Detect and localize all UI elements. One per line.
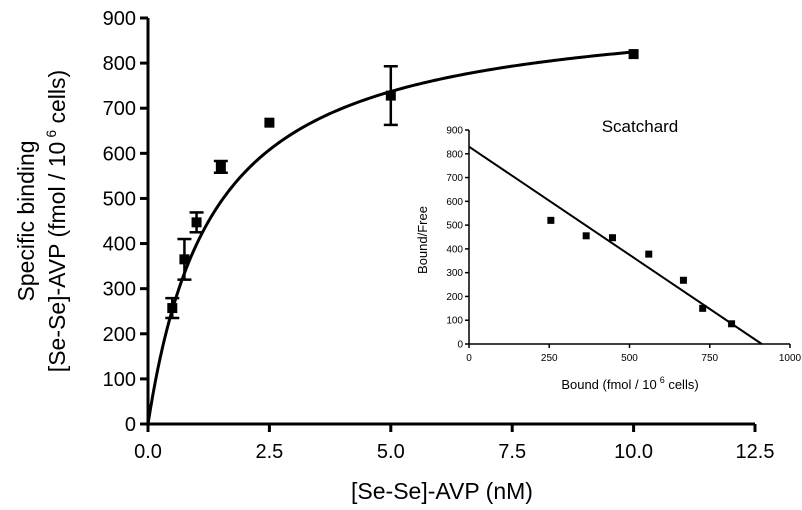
inset-data-point — [679, 276, 687, 284]
main-x-tick-label: 7.5 — [498, 441, 526, 463]
inset-x-axis-title-prefix: Bound (fmol / 10 — [561, 377, 656, 392]
main-y-tick-label: 500 — [103, 188, 136, 210]
main-y-axis-title-suffix: cells) — [44, 70, 70, 130]
inset-x-axis-title: Bound (fmol / 10 6 cells) — [561, 375, 698, 392]
inset-y-tick-label: 900 — [446, 126, 463, 137]
main-x-tick-label: 2.5 — [255, 441, 283, 463]
main-ticks: 0.0 2.5 5.0 7.5 10.0 12.501002003004005006007… — [103, 8, 775, 463]
main-y-tick-label: 600 — [103, 143, 136, 165]
main-x-axis-title: [Se-Se]-AVP (nM) — [351, 478, 533, 504]
inset-y-tick-label: 300 — [446, 268, 463, 279]
inset-x-tick-label: 500 — [621, 353, 638, 364]
main-x-tick-label: 10.0 — [614, 441, 653, 463]
inset-data-point — [699, 304, 707, 312]
main-data-point — [385, 90, 396, 101]
inset-data-point — [547, 216, 555, 224]
inset-y-tick-label: 500 — [446, 221, 463, 232]
inset-y-tick-label: 100 — [446, 316, 463, 327]
inset-x-tick-label: 1000 — [779, 353, 802, 364]
main-y-tick-label: 100 — [103, 369, 136, 391]
inset-y-axis-title: Bound/Free — [415, 206, 430, 274]
inset-data-point — [608, 234, 616, 242]
inset-x-tick-label: 750 — [701, 353, 718, 364]
inset-y-tick-label: 700 — [446, 173, 463, 184]
main-y-tick-label: 300 — [103, 279, 136, 301]
main-y-tick-label: 0 — [125, 414, 136, 436]
inset-title: Scatchard — [602, 117, 679, 136]
inset-y-tick-label: 200 — [446, 292, 463, 303]
main-y-tick-label: 200 — [103, 324, 136, 346]
inset-regression-line — [468, 145, 763, 345]
inset-x-tick-label: 250 — [541, 353, 558, 364]
inset-data-point — [582, 232, 590, 240]
main-x-tick-label: 5.0 — [377, 441, 405, 463]
inset-data-marks — [468, 145, 763, 345]
main-x-tick-label: 12.5 — [736, 441, 775, 463]
main-data-point — [628, 49, 639, 60]
main-y-axis-title-line1: Specific binding — [13, 140, 39, 301]
main-data-marks — [146, 49, 639, 425]
main-data-point — [167, 303, 178, 314]
main-data-point — [179, 254, 190, 265]
main-data-point — [215, 161, 226, 172]
main-y-axis-title-prefix: [Se-Se]-AVP (fmol / 10 — [44, 142, 70, 373]
main-y-tick-label: 700 — [103, 98, 136, 120]
main-y-tick-label: 400 — [103, 234, 136, 256]
main-x-tick-label: 0.0 — [134, 441, 162, 463]
main-data-point — [191, 217, 202, 228]
inset-x-axis-title-suffix: cells) — [665, 377, 699, 392]
inset-y-tick-label: 800 — [446, 149, 463, 160]
inset-y-tick-label: 0 — [457, 340, 463, 351]
inset-data-point — [728, 320, 736, 328]
inset-y-tick-label: 400 — [446, 244, 463, 255]
main-y-tick-label: 900 — [103, 8, 136, 30]
main-y-axis-title-sup: 6 — [43, 130, 59, 138]
inset-x-axis-title-sup: 6 — [660, 375, 665, 385]
inset-x-tick-label: 0 — [466, 353, 472, 364]
inset-y-tick-label: 600 — [446, 197, 463, 208]
main-y-tick-label: 800 — [103, 53, 136, 75]
main-data-point — [264, 117, 275, 128]
main-y-axis-title-line2: [Se-Se]-AVP (fmol / 10 6 cells) — [43, 70, 70, 372]
inset-ticks: 0 250 500 750 1000 0 100 200 300 400 500 600 700 800 9… — [446, 126, 801, 365]
inset-data-point — [645, 250, 653, 258]
